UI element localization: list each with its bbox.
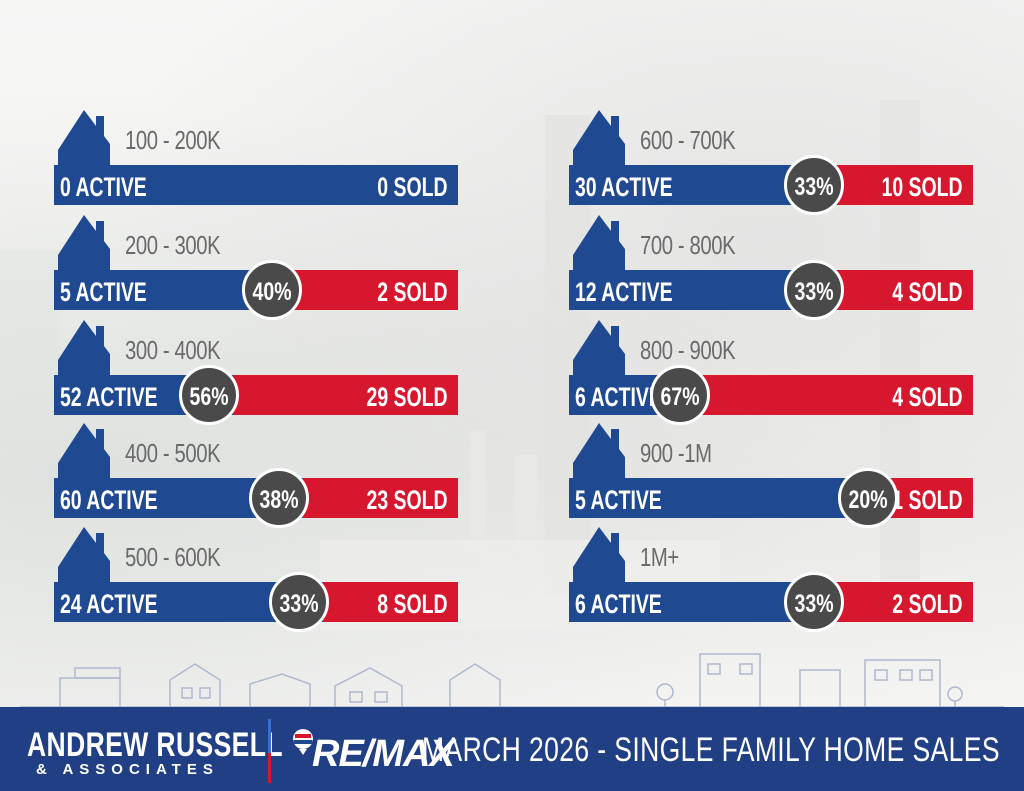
sold-count-label: 29 SOLD <box>366 382 448 412</box>
sold-percent-badge: 33% <box>784 155 844 215</box>
sold-percent-text: 40% <box>252 278 292 306</box>
sold-percent-text: 33% <box>794 590 834 618</box>
sold-bar <box>233 375 458 415</box>
active-count-label: 5 ACTIVE <box>575 485 662 515</box>
active-count-label: 60 ACTIVE <box>60 485 158 515</box>
sold-count-label: 10 SOLD <box>881 172 963 202</box>
active-count-label: 0 ACTIVE <box>60 172 147 202</box>
city-skyline-illustration <box>20 653 1004 708</box>
sold-count-label: 1 SOLD <box>892 485 963 515</box>
divider-red <box>268 753 271 783</box>
price-range-label: 700 - 800K <box>640 230 736 260</box>
sold-count-label: 2 SOLD <box>377 277 448 307</box>
sold-percent-text: 33% <box>794 278 834 306</box>
sold-bar <box>838 270 973 310</box>
sold-percent-badge: 56% <box>179 365 239 425</box>
sold-percent-text: 38% <box>259 486 299 514</box>
sold-percent-badge: 67% <box>650 365 710 425</box>
sold-count-label: 4 SOLD <box>892 277 963 307</box>
sold-percent-text: 33% <box>279 590 319 618</box>
price-range-label: 100 - 200K <box>125 125 221 155</box>
footer-banner: ANDREW RUSSELL & ASSOCIATES RE/MAX MARCH… <box>0 707 1024 791</box>
sold-percent-text: 33% <box>794 173 834 201</box>
sold-bar <box>704 375 973 415</box>
price-range-label: 600 - 700K <box>640 125 736 155</box>
sold-count-label: 23 SOLD <box>366 485 448 515</box>
price-range-label: 900 -1M <box>640 438 712 468</box>
active-bar: 30 ACTIVE 10 SOLD 33% <box>569 155 973 215</box>
brand-subtitle: & ASSOCIATES <box>36 761 219 778</box>
price-range-row: 400 - 500K 60 ACTIVE 23 SOLD 38% <box>54 423 458 528</box>
remax-logo: RE/MAX <box>312 733 455 775</box>
sold-percent-text: 67% <box>660 383 700 411</box>
sold-percent-badge: 40% <box>242 260 302 320</box>
sold-percent-text: 56% <box>189 383 229 411</box>
sold-percent-badge: 33% <box>269 572 329 632</box>
active-bar: 12 ACTIVE 4 SOLD 33% <box>569 260 973 320</box>
active-count-label: 6 ACTIVE <box>575 382 662 412</box>
price-range-label: 800 - 900K <box>640 335 736 365</box>
active-bar: 24 ACTIVE 8 SOLD 33% <box>54 572 458 632</box>
remax-balloon-icon <box>293 729 313 755</box>
active-count-label: 24 ACTIVE <box>60 589 158 619</box>
report-title: MARCH 2026 - SINGLE FAMILY HOME SALES <box>422 731 1000 769</box>
price-range-row: 100 - 200K 0 ACTIVE 0 SOLD <box>54 110 458 205</box>
price-range-row: 800 - 900K 6 ACTIVE 4 SOLD 67% <box>569 320 973 425</box>
price-range-label: 500 - 600K <box>125 542 221 572</box>
price-range-row: 500 - 600K 24 ACTIVE 8 SOLD 33% <box>54 527 458 632</box>
active-bar: 6 ACTIVE 2 SOLD 33% <box>569 572 973 632</box>
sold-bar <box>296 270 458 310</box>
sold-count-label: 8 SOLD <box>377 589 448 619</box>
active-count-label: 5 ACTIVE <box>60 277 147 307</box>
active-bar: 6 ACTIVE 4 SOLD 67% <box>569 365 973 425</box>
sold-bar <box>323 582 458 622</box>
price-range-row: 600 - 700K 30 ACTIVE 10 SOLD 33% <box>569 110 973 215</box>
sold-count-label: 2 SOLD <box>892 589 963 619</box>
active-bar: 60 ACTIVE 23 SOLD 38% <box>54 468 458 528</box>
price-range-row: 200 - 300K 5 ACTIVE 2 SOLD 40% <box>54 215 458 320</box>
active-count-label: 30 ACTIVE <box>575 172 673 202</box>
sold-bar <box>838 582 973 622</box>
sold-percent-badge: 38% <box>249 468 309 528</box>
brand-name: ANDREW RUSSELL <box>27 726 283 764</box>
price-range-row: 1M+ 6 ACTIVE 2 SOLD 33% <box>569 527 973 632</box>
sold-bar <box>838 165 973 205</box>
active-bar: 0 ACTIVE 0 SOLD <box>54 165 458 205</box>
active-count-label: 12 ACTIVE <box>575 277 673 307</box>
sold-percent-text: 20% <box>848 486 888 514</box>
price-range-label: 400 - 500K <box>125 438 221 468</box>
price-range-label: 300 - 400K <box>125 335 221 365</box>
price-range-label: 200 - 300K <box>125 230 221 260</box>
divider-blue <box>268 719 271 753</box>
price-range-label: 1M+ <box>640 542 679 572</box>
active-bar: 52 ACTIVE 29 SOLD 56% <box>54 365 458 425</box>
sold-count-label: 4 SOLD <box>892 382 963 412</box>
sold-bar <box>892 478 973 518</box>
active-bar: 5 ACTIVE 1 SOLD 20% <box>569 468 973 528</box>
active-bar: 5 ACTIVE 2 SOLD 40% <box>54 260 458 320</box>
active-count-label: 6 ACTIVE <box>575 589 662 619</box>
price-range-row: 900 -1M 5 ACTIVE 1 SOLD 20% <box>569 423 973 528</box>
sold-bar <box>303 478 458 518</box>
sold-count-label: 0 SOLD <box>377 172 448 202</box>
sold-percent-badge: 33% <box>784 572 844 632</box>
active-count-label: 52 ACTIVE <box>60 382 158 412</box>
price-range-row: 300 - 400K 52 ACTIVE 29 SOLD 56% <box>54 320 458 425</box>
sold-percent-badge: 33% <box>784 260 844 320</box>
price-range-row: 700 - 800K 12 ACTIVE 4 SOLD 33% <box>569 215 973 320</box>
sold-percent-badge: 20% <box>838 468 898 528</box>
